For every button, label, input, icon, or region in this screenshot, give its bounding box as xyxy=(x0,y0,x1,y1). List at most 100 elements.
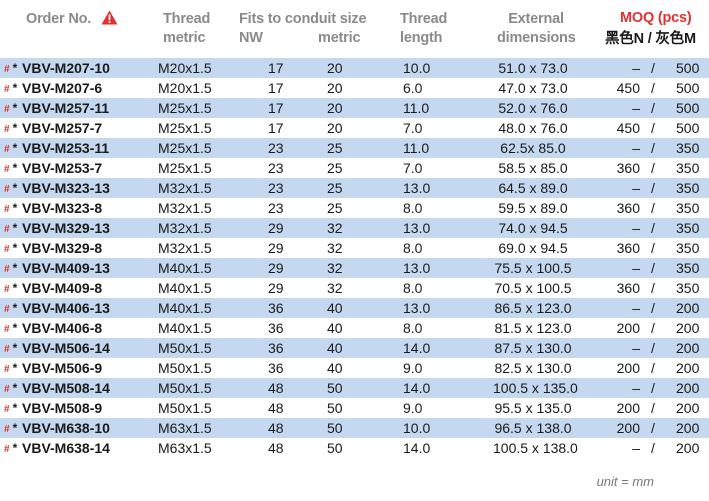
conduit-nw: 23 xyxy=(268,140,284,156)
row-marks: # * xyxy=(4,418,17,440)
order-number: VBV-M506-14 xyxy=(22,340,110,356)
star-mark: * xyxy=(12,101,18,115)
thread-length: 14.0 xyxy=(403,340,431,356)
conduit-metric: 50 xyxy=(327,400,343,416)
thread-metric: M25x1.5 xyxy=(158,120,212,136)
external-dimensions: 96.5 x 138.0 xyxy=(494,420,572,436)
hash-mark: # xyxy=(4,424,10,435)
moq-grey: 350 xyxy=(676,280,700,296)
thread-length: 13.0 xyxy=(403,260,431,276)
external-dimensions: 74.0 x 94.5 xyxy=(498,220,568,236)
thread-metric: M32x1.5 xyxy=(158,180,212,196)
moq-black: 200 xyxy=(616,360,640,376)
row-marks: # * xyxy=(4,358,17,380)
row-marks: # * xyxy=(4,198,17,220)
conduit-nw: 29 xyxy=(268,220,284,236)
order-number: VBV-M207-10 xyxy=(22,60,110,76)
external-dimensions: 95.5 x 135.0 xyxy=(494,400,572,416)
conduit-nw: 36 xyxy=(268,320,284,336)
moq-slash: / xyxy=(651,200,655,216)
table-row: # * VBV-M638-14 M63x1.5 48 50 14.0 100.5 x 138.… xyxy=(0,438,709,458)
moq-grey: 350 xyxy=(676,140,700,156)
order-number: VBV-M207-6 xyxy=(22,80,103,96)
conduit-nw: 17 xyxy=(268,120,284,136)
moq-grey: 200 xyxy=(676,440,700,456)
star-mark: * xyxy=(12,381,18,395)
hash-mark: # xyxy=(4,304,10,315)
order-number: VBV-M253-7 xyxy=(22,160,103,176)
thread-metric-line1: Thread xyxy=(163,11,211,27)
row-marks: # * xyxy=(4,178,17,200)
moq-grey: 200 xyxy=(676,380,700,396)
hash-mark: # xyxy=(4,444,10,455)
thread-length: 9.0 xyxy=(403,400,423,416)
moq-black: 360 xyxy=(616,280,640,296)
thread-length: 13.0 xyxy=(403,300,431,316)
star-mark: * xyxy=(12,121,18,135)
moq-grey: 350 xyxy=(676,260,700,276)
thread-length: 11.0 xyxy=(403,100,430,116)
moq-slash: / xyxy=(651,180,655,196)
thread-metric: M50x1.5 xyxy=(158,400,212,416)
table-row: # * VBV-M323-8 M32x1.5 23 25 8.0 59.5 x 89.0 360… xyxy=(0,198,709,218)
conduit-nw: 29 xyxy=(268,240,284,256)
thread-length: 14.0 xyxy=(403,380,431,396)
order-number: VBV-M406-8 xyxy=(22,320,103,336)
table-row: # * VBV-M409-8 M40x1.5 29 32 8.0 70.5 x 100.5 36… xyxy=(0,278,709,298)
moq-slash: / xyxy=(651,160,655,176)
thread-metric: M40x1.5 xyxy=(158,320,212,336)
hash-mark: # xyxy=(4,264,10,275)
thread-metric: M50x1.5 xyxy=(158,360,212,376)
table-row: # * VBV-M329-13 M32x1.5 29 32 13.0 74.0 x 94.5 –… xyxy=(0,218,709,238)
conduit-metric: 32 xyxy=(327,240,343,256)
conduit-nw: 36 xyxy=(268,340,284,356)
fits-metric-label: metric xyxy=(318,30,361,46)
thread-metric: M50x1.5 xyxy=(158,380,212,396)
conduit-nw: 23 xyxy=(268,160,284,176)
row-marks: # * xyxy=(4,158,17,180)
thread-length: 8.0 xyxy=(403,200,423,216)
external-dimensions: 75.5 x 100.5 xyxy=(494,260,572,276)
moq-slash: / xyxy=(651,340,655,356)
moq-slash: / xyxy=(651,140,655,156)
star-mark: * xyxy=(12,401,18,415)
star-mark: * xyxy=(12,361,18,375)
table-header: Order No. Thread metric Fits to conduit … xyxy=(0,0,709,58)
moq-black: 360 xyxy=(616,160,640,176)
hash-mark: # xyxy=(4,204,10,215)
table-row: # * VBV-M506-9 M50x1.5 36 40 9.0 82.5 x 130.0 20… xyxy=(0,358,709,378)
fits-nw-label: NW xyxy=(239,30,263,46)
row-marks: # * xyxy=(4,78,17,100)
external-line2: dimensions xyxy=(497,30,576,46)
conduit-metric: 40 xyxy=(327,340,343,356)
star-mark: * xyxy=(12,301,18,315)
thread-length-line2: length xyxy=(400,30,443,46)
external-dimensions: 62.5x 85.0 xyxy=(500,140,566,156)
thread-metric: M20x1.5 xyxy=(158,80,212,96)
external-dimensions: 81.5 x 123.0 xyxy=(494,320,572,336)
moq-grey: 500 xyxy=(676,80,700,96)
moq-black: 360 xyxy=(616,200,640,216)
conduit-nw: 17 xyxy=(268,100,284,116)
order-number: VBV-M506-9 xyxy=(22,360,103,376)
moq-slash: / xyxy=(651,260,655,276)
thread-metric: M25x1.5 xyxy=(158,160,212,176)
row-marks: # * xyxy=(4,138,17,160)
moq-black: – xyxy=(632,340,640,356)
thread-length-line1: Thread xyxy=(400,11,448,27)
external-line1: External xyxy=(508,11,564,27)
table-row: # * VBV-M638-10 M63x1.5 48 50 10.0 96.5 x 138.0… xyxy=(0,418,709,438)
moq-slash: / xyxy=(651,80,655,96)
conduit-metric: 50 xyxy=(327,420,343,436)
star-mark: * xyxy=(12,241,18,255)
table-row: # * VBV-M323-13 M32x1.5 23 25 13.0 64.5 x 89.0 –… xyxy=(0,178,709,198)
external-dimensions: 48.0 x 76.0 xyxy=(498,120,568,136)
star-mark: * xyxy=(12,421,18,435)
conduit-nw: 48 xyxy=(268,420,284,436)
order-number: VBV-M329-8 xyxy=(22,240,103,256)
external-dimensions: 58.5 x 85.0 xyxy=(498,160,568,176)
table-row: # * VBV-M207-10 M20x1.5 17 20 10.0 51.0 x 73.0 –… xyxy=(0,58,709,78)
moq-black: – xyxy=(632,440,640,456)
thread-metric: M63x1.5 xyxy=(158,420,212,436)
table-row: # * VBV-M253-7 M25x1.5 23 25 7.0 58.5 x 85.0 360… xyxy=(0,158,709,178)
